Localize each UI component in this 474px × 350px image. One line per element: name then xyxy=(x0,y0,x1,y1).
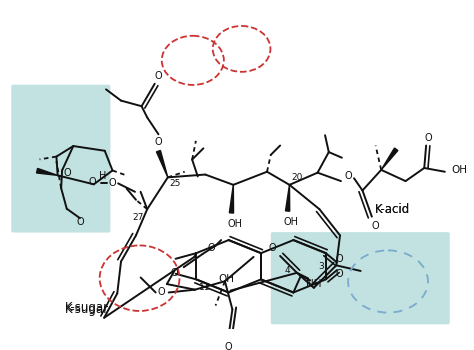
Text: H: H xyxy=(100,171,107,181)
FancyBboxPatch shape xyxy=(271,232,450,324)
Text: 25: 25 xyxy=(170,180,181,188)
Text: K-acid: K-acid xyxy=(375,203,410,216)
Text: O: O xyxy=(335,254,343,264)
Text: 3: 3 xyxy=(319,262,324,271)
Text: OH: OH xyxy=(452,165,468,175)
Text: OH: OH xyxy=(228,219,243,229)
Polygon shape xyxy=(229,185,234,213)
Text: K-acid: K-acid xyxy=(375,203,410,216)
Text: 20: 20 xyxy=(292,173,303,182)
Text: O: O xyxy=(372,221,379,231)
Polygon shape xyxy=(36,168,58,175)
Text: O: O xyxy=(157,287,165,298)
Text: O: O xyxy=(208,243,216,253)
Text: 27: 27 xyxy=(132,213,144,222)
Text: O: O xyxy=(155,71,162,81)
Text: OH: OH xyxy=(219,274,235,284)
Text: K-sugar: K-sugar xyxy=(65,301,109,314)
Text: O: O xyxy=(269,244,276,253)
Text: O: O xyxy=(335,269,343,279)
Text: 4: 4 xyxy=(285,266,291,274)
Text: O: O xyxy=(88,176,96,187)
Text: O: O xyxy=(171,268,178,278)
Text: O: O xyxy=(77,217,85,227)
Text: O: O xyxy=(225,342,232,350)
Text: K-sugar: K-sugar xyxy=(65,303,109,316)
Text: OH: OH xyxy=(284,217,299,227)
Text: O: O xyxy=(64,168,72,178)
FancyBboxPatch shape xyxy=(11,85,110,233)
Text: 11: 11 xyxy=(199,283,210,292)
Polygon shape xyxy=(156,150,168,177)
Text: NH: NH xyxy=(306,279,321,289)
Polygon shape xyxy=(285,185,290,211)
Polygon shape xyxy=(381,148,398,170)
Text: O: O xyxy=(345,172,352,181)
Text: O: O xyxy=(424,133,432,143)
Text: O: O xyxy=(155,137,162,147)
Text: O: O xyxy=(109,178,116,188)
